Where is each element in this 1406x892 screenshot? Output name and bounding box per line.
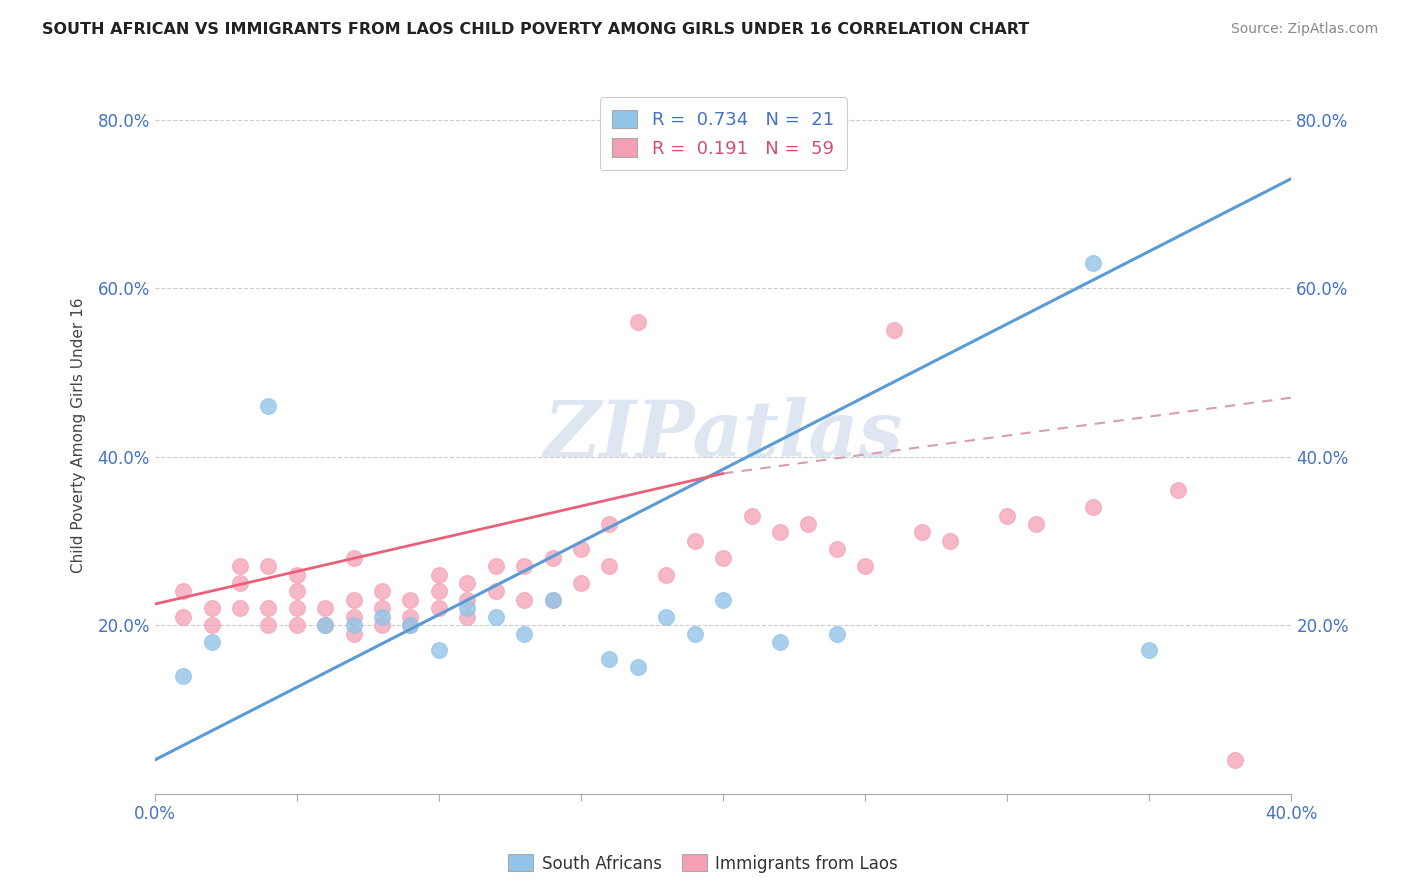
Point: [541, 592, 564, 607]
Point: [797, 516, 820, 531]
Point: [485, 609, 508, 624]
Point: [314, 601, 336, 615]
Point: [1137, 643, 1160, 657]
Point: [598, 516, 620, 531]
Point: [371, 609, 394, 624]
Point: [200, 618, 222, 632]
Point: [456, 576, 478, 591]
Point: [456, 592, 478, 607]
Point: [257, 601, 280, 615]
Point: [285, 618, 308, 632]
Point: [399, 618, 422, 632]
Text: ZIPatlas: ZIPatlas: [543, 397, 903, 474]
Point: [683, 533, 706, 548]
Point: [343, 550, 366, 565]
Point: [513, 626, 536, 640]
Point: [427, 584, 450, 599]
Point: [229, 601, 252, 615]
Point: [172, 669, 194, 683]
Point: [343, 592, 366, 607]
Point: [883, 323, 905, 337]
Point: [314, 618, 336, 632]
Point: [1081, 500, 1104, 515]
Legend: South Africans, Immigrants from Laos: South Africans, Immigrants from Laos: [502, 847, 904, 880]
Point: [740, 508, 762, 523]
Point: [427, 601, 450, 615]
Point: [598, 652, 620, 666]
Point: [825, 542, 848, 557]
Point: [711, 592, 734, 607]
Point: [399, 609, 422, 624]
Point: [569, 542, 592, 557]
Point: [769, 525, 792, 540]
Point: [371, 618, 394, 632]
Text: SOUTH AFRICAN VS IMMIGRANTS FROM LAOS CHILD POVERTY AMONG GIRLS UNDER 16 CORRELA: SOUTH AFRICAN VS IMMIGRANTS FROM LAOS CH…: [42, 22, 1029, 37]
Point: [427, 567, 450, 582]
Point: [711, 550, 734, 565]
Point: [343, 626, 366, 640]
Point: [513, 559, 536, 574]
Point: [427, 643, 450, 657]
Point: [485, 559, 508, 574]
Point: [343, 618, 366, 632]
Point: [229, 559, 252, 574]
Point: [257, 559, 280, 574]
Point: [399, 618, 422, 632]
Point: [229, 576, 252, 591]
Point: [995, 508, 1018, 523]
Point: [257, 399, 280, 413]
Point: [569, 576, 592, 591]
Point: [172, 609, 194, 624]
Point: [371, 601, 394, 615]
Point: [1167, 483, 1189, 498]
Point: [911, 525, 934, 540]
Point: [769, 635, 792, 649]
Point: [1223, 753, 1246, 767]
Text: Source: ZipAtlas.com: Source: ZipAtlas.com: [1230, 22, 1378, 37]
Point: [172, 584, 194, 599]
Point: [513, 592, 536, 607]
Point: [541, 592, 564, 607]
Point: [939, 533, 962, 548]
Point: [200, 635, 222, 649]
Y-axis label: Child Poverty Among Girls Under 16: Child Poverty Among Girls Under 16: [72, 298, 86, 574]
Point: [655, 567, 678, 582]
Point: [343, 609, 366, 624]
Point: [1081, 256, 1104, 270]
Point: [314, 618, 336, 632]
Point: [456, 601, 478, 615]
Point: [285, 567, 308, 582]
Point: [683, 626, 706, 640]
Point: [285, 601, 308, 615]
Point: [456, 609, 478, 624]
Point: [285, 584, 308, 599]
Point: [541, 550, 564, 565]
Point: [825, 626, 848, 640]
Point: [485, 584, 508, 599]
Legend: R =  0.734   N =  21, R =  0.191   N =  59: R = 0.734 N = 21, R = 0.191 N = 59: [599, 97, 846, 170]
Point: [598, 559, 620, 574]
Point: [853, 559, 876, 574]
Point: [655, 609, 678, 624]
Point: [627, 660, 650, 674]
Point: [200, 601, 222, 615]
Point: [257, 618, 280, 632]
Point: [1025, 516, 1047, 531]
Point: [399, 592, 422, 607]
Point: [371, 584, 394, 599]
Point: [627, 315, 650, 329]
